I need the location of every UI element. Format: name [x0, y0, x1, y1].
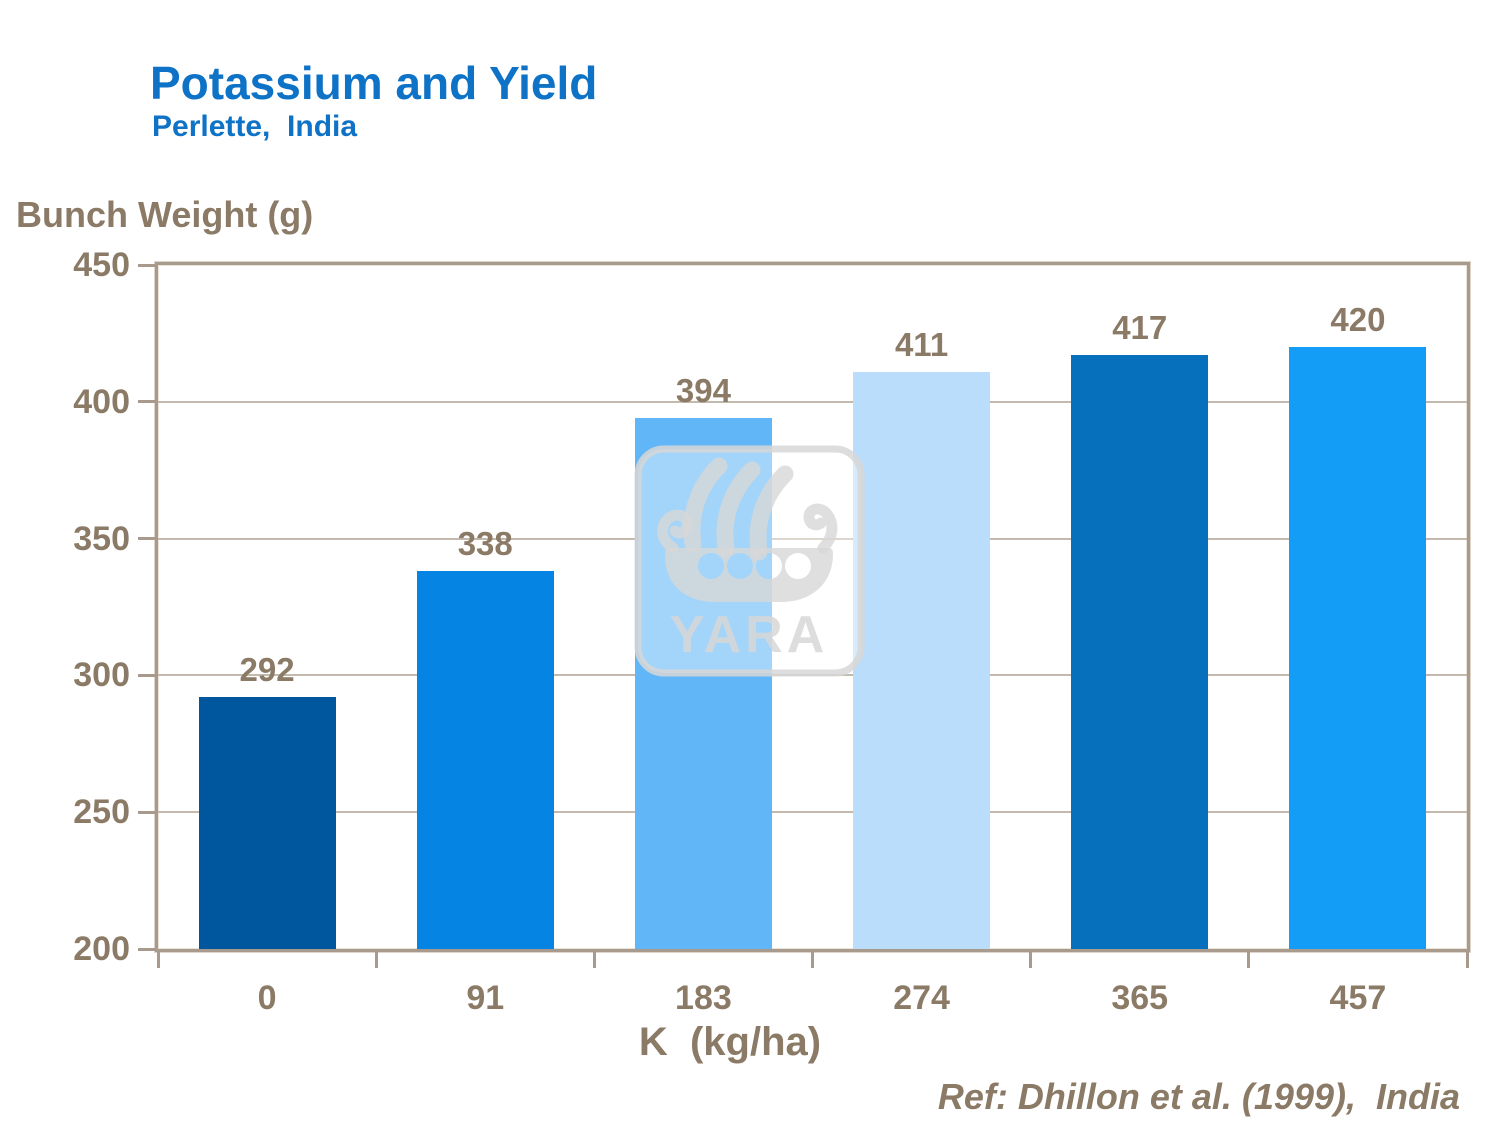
- bar-value-label: 292: [239, 651, 295, 689]
- tick: [374, 952, 378, 968]
- gridline: [158, 811, 1467, 814]
- y-tick-label: 300: [73, 656, 130, 695]
- y-tick-label: 350: [73, 519, 130, 558]
- x-tick-label: 183: [675, 979, 732, 1017]
- page-subtitle: Perlette, India: [152, 110, 358, 143]
- tick: [1465, 952, 1469, 968]
- bar-rect: [853, 371, 991, 949]
- bar: 338: [376, 265, 594, 949]
- plot-area: [155, 262, 1470, 952]
- tick: [592, 952, 596, 968]
- bar-rect: [1289, 347, 1427, 949]
- tick: [138, 537, 155, 541]
- tick: [156, 952, 160, 968]
- tick: [1247, 952, 1251, 968]
- bar: 420: [1249, 265, 1467, 949]
- bar-value-label: 420: [1330, 301, 1386, 339]
- bar: 417: [1031, 265, 1249, 949]
- x-tick-label: 457: [1329, 979, 1387, 1017]
- y-tick-label: 200: [73, 930, 130, 968]
- x-tick-label: 91: [466, 979, 505, 1017]
- bar-value-label: 338: [457, 525, 513, 563]
- bar-value-label: 394: [675, 372, 731, 410]
- bar-rect: [634, 418, 772, 949]
- reference-citation: Ref: Dhillon et al. (1999), India: [937, 1076, 1460, 1117]
- x-axis-title: K (kg/ha): [638, 1020, 822, 1064]
- x-tick-label: 365: [1111, 979, 1169, 1017]
- tick: [811, 952, 814, 968]
- y-axis-title: Bunch Weight (g): [16, 194, 314, 235]
- x-tick-label: 274: [893, 979, 950, 1017]
- tick: [138, 673, 155, 677]
- bar: 394: [594, 265, 812, 949]
- bar-rect: [416, 571, 554, 949]
- tick: [138, 400, 155, 404]
- tick: [1029, 952, 1033, 968]
- y-tick-label: 400: [73, 382, 130, 421]
- bar: 292: [158, 265, 376, 949]
- tick: [138, 263, 155, 267]
- bar-rect: [1071, 355, 1209, 949]
- bar-rect: [198, 697, 336, 949]
- tick: [138, 947, 155, 951]
- tick: [138, 810, 155, 814]
- bar: 411: [813, 265, 1031, 949]
- y-tick-label: 250: [73, 793, 130, 832]
- bar-value-label: 411: [894, 325, 949, 363]
- x-tick-label: 0: [257, 979, 277, 1017]
- page-title: Potassium and Yield: [150, 57, 598, 109]
- bar-value-label: 417: [1112, 309, 1168, 347]
- gridline: [158, 400, 1467, 403]
- y-tick-label: 450: [73, 246, 130, 284]
